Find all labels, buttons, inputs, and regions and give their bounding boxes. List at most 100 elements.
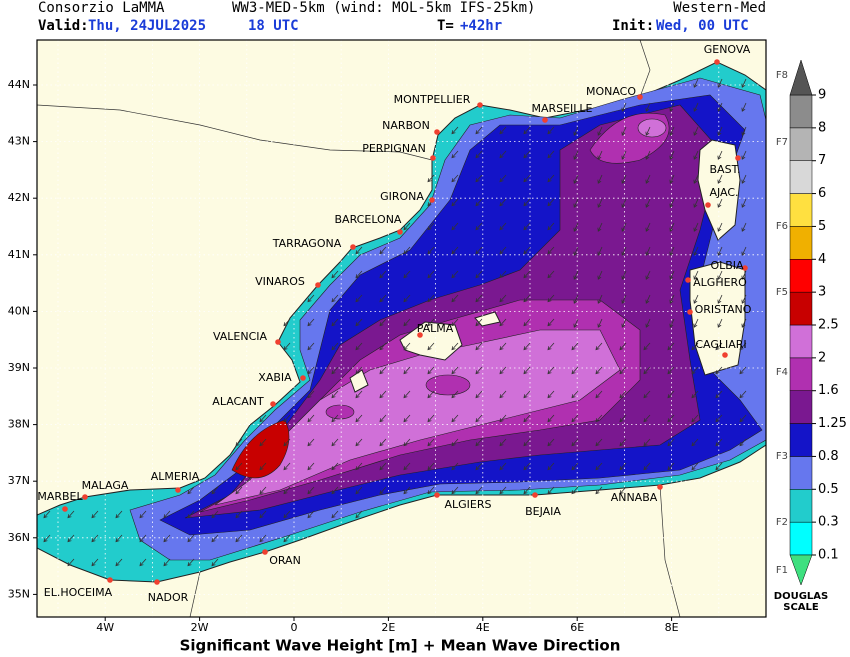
wave-arrow — [739, 342, 747, 351]
wave-arrow — [597, 246, 603, 256]
city-dot — [62, 506, 68, 512]
wave-arrow — [717, 150, 723, 160]
sardinia — [689, 261, 746, 376]
wave-arrow — [475, 366, 483, 375]
wave-arrow — [235, 462, 243, 471]
wave-arrow — [595, 390, 603, 399]
city-dot — [714, 59, 720, 65]
wave-arrow — [717, 294, 723, 304]
douglas-label: F4 — [776, 367, 788, 378]
wave-arrow — [547, 150, 555, 159]
wave-arrow — [499, 414, 507, 423]
city-label: GENOVA — [704, 43, 751, 56]
wave-arrow — [523, 462, 531, 471]
wave-arrow — [523, 390, 531, 399]
wave-arrow — [475, 486, 483, 495]
wave-arrow — [619, 366, 627, 375]
city-dot — [154, 579, 160, 585]
lat-label: 41N — [8, 248, 30, 261]
wave-arrow — [595, 414, 603, 423]
colorbar-under — [789, 554, 813, 586]
wave-arrow — [621, 246, 627, 256]
wave-arrow — [403, 318, 411, 327]
city-dot — [657, 484, 663, 490]
wave-arrow — [595, 486, 603, 495]
caption: Significant Wave Height [m] + Mean Wave … — [180, 637, 621, 655]
menorca — [474, 311, 501, 327]
wave-arrow — [693, 78, 699, 88]
wave-arrow — [573, 294, 579, 304]
wave-arrow — [475, 438, 483, 447]
valid-date: Thu, 24JUL2025 — [88, 18, 206, 34]
wave-arrow — [571, 414, 579, 423]
wave-arrow — [523, 486, 531, 495]
wave-arrow — [187, 486, 195, 495]
wave-arrow — [451, 486, 459, 495]
wave-arrow — [403, 294, 411, 303]
wave-arrow — [645, 150, 651, 160]
lat-label: 42N — [8, 191, 30, 204]
wave-arrow — [693, 318, 699, 328]
wave-arrow — [355, 366, 363, 375]
wave-arrow — [355, 414, 363, 423]
city-label: CAGLIARI — [695, 338, 746, 351]
wave-arrow — [91, 558, 99, 567]
wave-arrow — [355, 342, 363, 351]
wave-arrow — [595, 462, 603, 471]
wave-arrow — [547, 126, 555, 135]
wave-arrow — [379, 342, 387, 351]
wave-arrow — [307, 414, 315, 423]
wave-arrow — [451, 414, 459, 423]
city-label: OLBIA — [710, 259, 744, 272]
lat-label: 38N — [8, 418, 30, 431]
wave-arrow — [741, 102, 747, 112]
colorbar-label: 5 — [818, 219, 826, 234]
wave-arrow — [355, 462, 363, 471]
wave-arrow — [283, 414, 291, 423]
lon-label: 4E — [476, 621, 490, 634]
city-dot — [397, 229, 403, 235]
wave-arrow — [669, 222, 675, 232]
lat-label: 40N — [8, 304, 30, 317]
colorbar-band — [789, 423, 813, 457]
wave-arrow — [43, 510, 51, 519]
wave-arrow — [645, 294, 651, 304]
wave-arrow — [717, 126, 723, 136]
wave-arrow — [499, 438, 507, 447]
wave-arrow — [741, 246, 747, 256]
city-dot — [637, 94, 643, 100]
colorbar-band — [789, 193, 813, 227]
wave-arrow — [43, 534, 51, 543]
wave-arrow — [331, 438, 339, 447]
wave-arrow — [619, 438, 627, 447]
wave-arrow — [669, 318, 675, 328]
wave-arrow — [307, 390, 315, 399]
lat-label: 43N — [8, 135, 30, 148]
wave-arrow — [235, 534, 243, 543]
wave-arrow — [717, 198, 723, 208]
wave-arrow — [547, 318, 555, 327]
wave-arrow — [355, 246, 363, 255]
wave-arrow — [427, 366, 435, 375]
wave-arrow — [355, 270, 363, 279]
city-label: ORAN — [269, 554, 301, 567]
wave-arrow — [717, 246, 723, 256]
wave-arrow — [573, 150, 579, 160]
city-label: BARCELONA — [335, 213, 402, 226]
wave-arrow — [693, 246, 699, 256]
wave-arrow — [547, 438, 555, 447]
wave-band — [425, 374, 471, 396]
wave-arrow — [547, 414, 555, 423]
city-dot — [107, 577, 113, 583]
wave-arrow — [451, 438, 459, 447]
wave-arrow — [331, 294, 339, 303]
wave-arrow — [499, 246, 507, 255]
wave-arrow — [211, 486, 219, 495]
colorbar-label: 6 — [818, 186, 826, 201]
wave-arrow — [693, 174, 699, 184]
wave-arrow — [451, 342, 459, 351]
wave-arrow — [717, 174, 723, 184]
wave-arrow — [475, 198, 483, 207]
city-dot — [532, 492, 538, 498]
wave-arrow — [499, 270, 507, 279]
